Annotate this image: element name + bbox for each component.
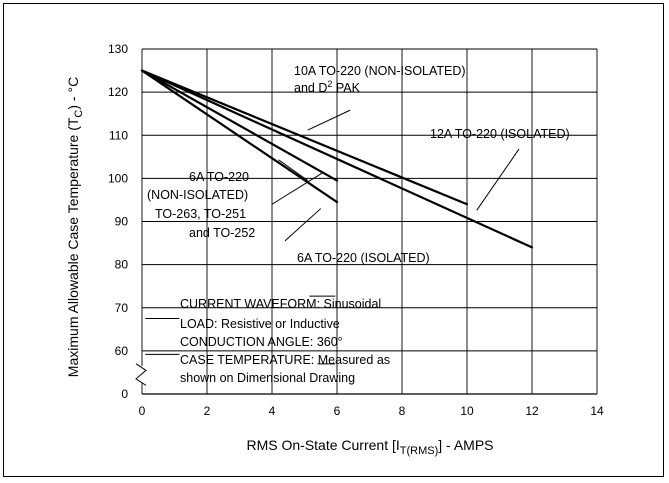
label-6a-line3: TO-263, TO-251 — [155, 207, 246, 221]
leader-6a-isolated — [284, 208, 322, 242]
tick-labels: 0 2 4 6 8 10 12 14 0 60 70 80 90 100 110 120 130 — [108, 42, 604, 418]
x-axis-title: RMS On-State Current [IT(RMS)] - AMPS — [246, 437, 493, 457]
label-10a-line2: and D2 PAK — [294, 79, 361, 95]
x-tick-12: 12 — [525, 404, 539, 418]
label-10a: 10A TO-220 (NON-ISOLATED) and D2 PAK — [294, 64, 466, 95]
series-lines — [140, 69, 534, 249]
y-tick-110: 110 — [109, 128, 128, 142]
label-10a-line1: 10A TO-220 (NON-ISOLATED) — [294, 64, 466, 78]
label-6a-line4: and TO-252 — [189, 226, 255, 240]
label-6a-isolated: 6A TO-220 (ISOLATED) — [297, 251, 430, 265]
x-tick-14: 14 — [590, 404, 604, 418]
x-tick-10: 10 — [460, 404, 474, 418]
x-tick-0: 0 — [139, 404, 146, 418]
x-tick-8: 8 — [399, 404, 406, 418]
series-line-3 — [140, 69, 339, 204]
x-tick-4: 4 — [269, 404, 276, 418]
y-axis-title: Maximum Allowable Case Temperature (TC) … — [65, 77, 85, 377]
note-dimensional-drawing: shown on Dimensional Drawing — [180, 371, 355, 385]
y-tick-80: 80 — [115, 258, 129, 272]
note-waveform: CURRENT WAVEFORM: Sinusoidal — [180, 297, 381, 311]
x-tick-2: 2 — [204, 404, 211, 418]
label-6a-line1: 6A TO-220 — [189, 170, 249, 184]
axis-break-mask — [140, 365, 145, 384]
y-tick-70: 70 — [115, 301, 129, 315]
leader-10a — [307, 109, 351, 131]
x-tick-6: 6 — [334, 404, 341, 418]
leader-lines — [145, 109, 520, 365]
axis-break — [135, 363, 147, 386]
label-6a-line2: (NON-ISOLATED) — [147, 188, 248, 202]
note-case-temperature: CASE TEMPERATURE: Measured as — [180, 353, 390, 367]
leader-6a-nonisolated-1 — [278, 159, 309, 181]
label-12a: 12A TO-220 (ISOLATED) — [430, 127, 570, 141]
leader-6a-nonisolated-2 — [271, 171, 325, 205]
grid — [141, 48, 598, 395]
y-tick-130: 130 — [108, 42, 128, 56]
y-tick-60: 60 — [115, 344, 129, 358]
y-tick-0: 0 — [121, 387, 128, 401]
axis-break-zigzag — [135, 363, 147, 386]
notes-block: CURRENT WAVEFORM: Sinusoidal LOAD: Resis… — [180, 297, 390, 385]
y-tick-120: 120 — [108, 85, 128, 99]
note-load: LOAD: Resistive or Inductive — [180, 317, 340, 331]
note-conduction-angle: CONDUCTION ANGLE: 360° — [180, 335, 343, 349]
leader-12a — [476, 148, 520, 211]
label-6a-nonisolated: 6A TO-220 (NON-ISOLATED) TO-263, TO-251 … — [147, 170, 255, 240]
y-tick-100: 100 — [108, 171, 128, 185]
figure-frame — [3, 3, 664, 477]
series-line-1 — [140, 69, 534, 249]
series-line-0 — [140, 69, 469, 206]
y-tick-90: 90 — [115, 215, 129, 229]
series-line-2 — [140, 69, 339, 182]
